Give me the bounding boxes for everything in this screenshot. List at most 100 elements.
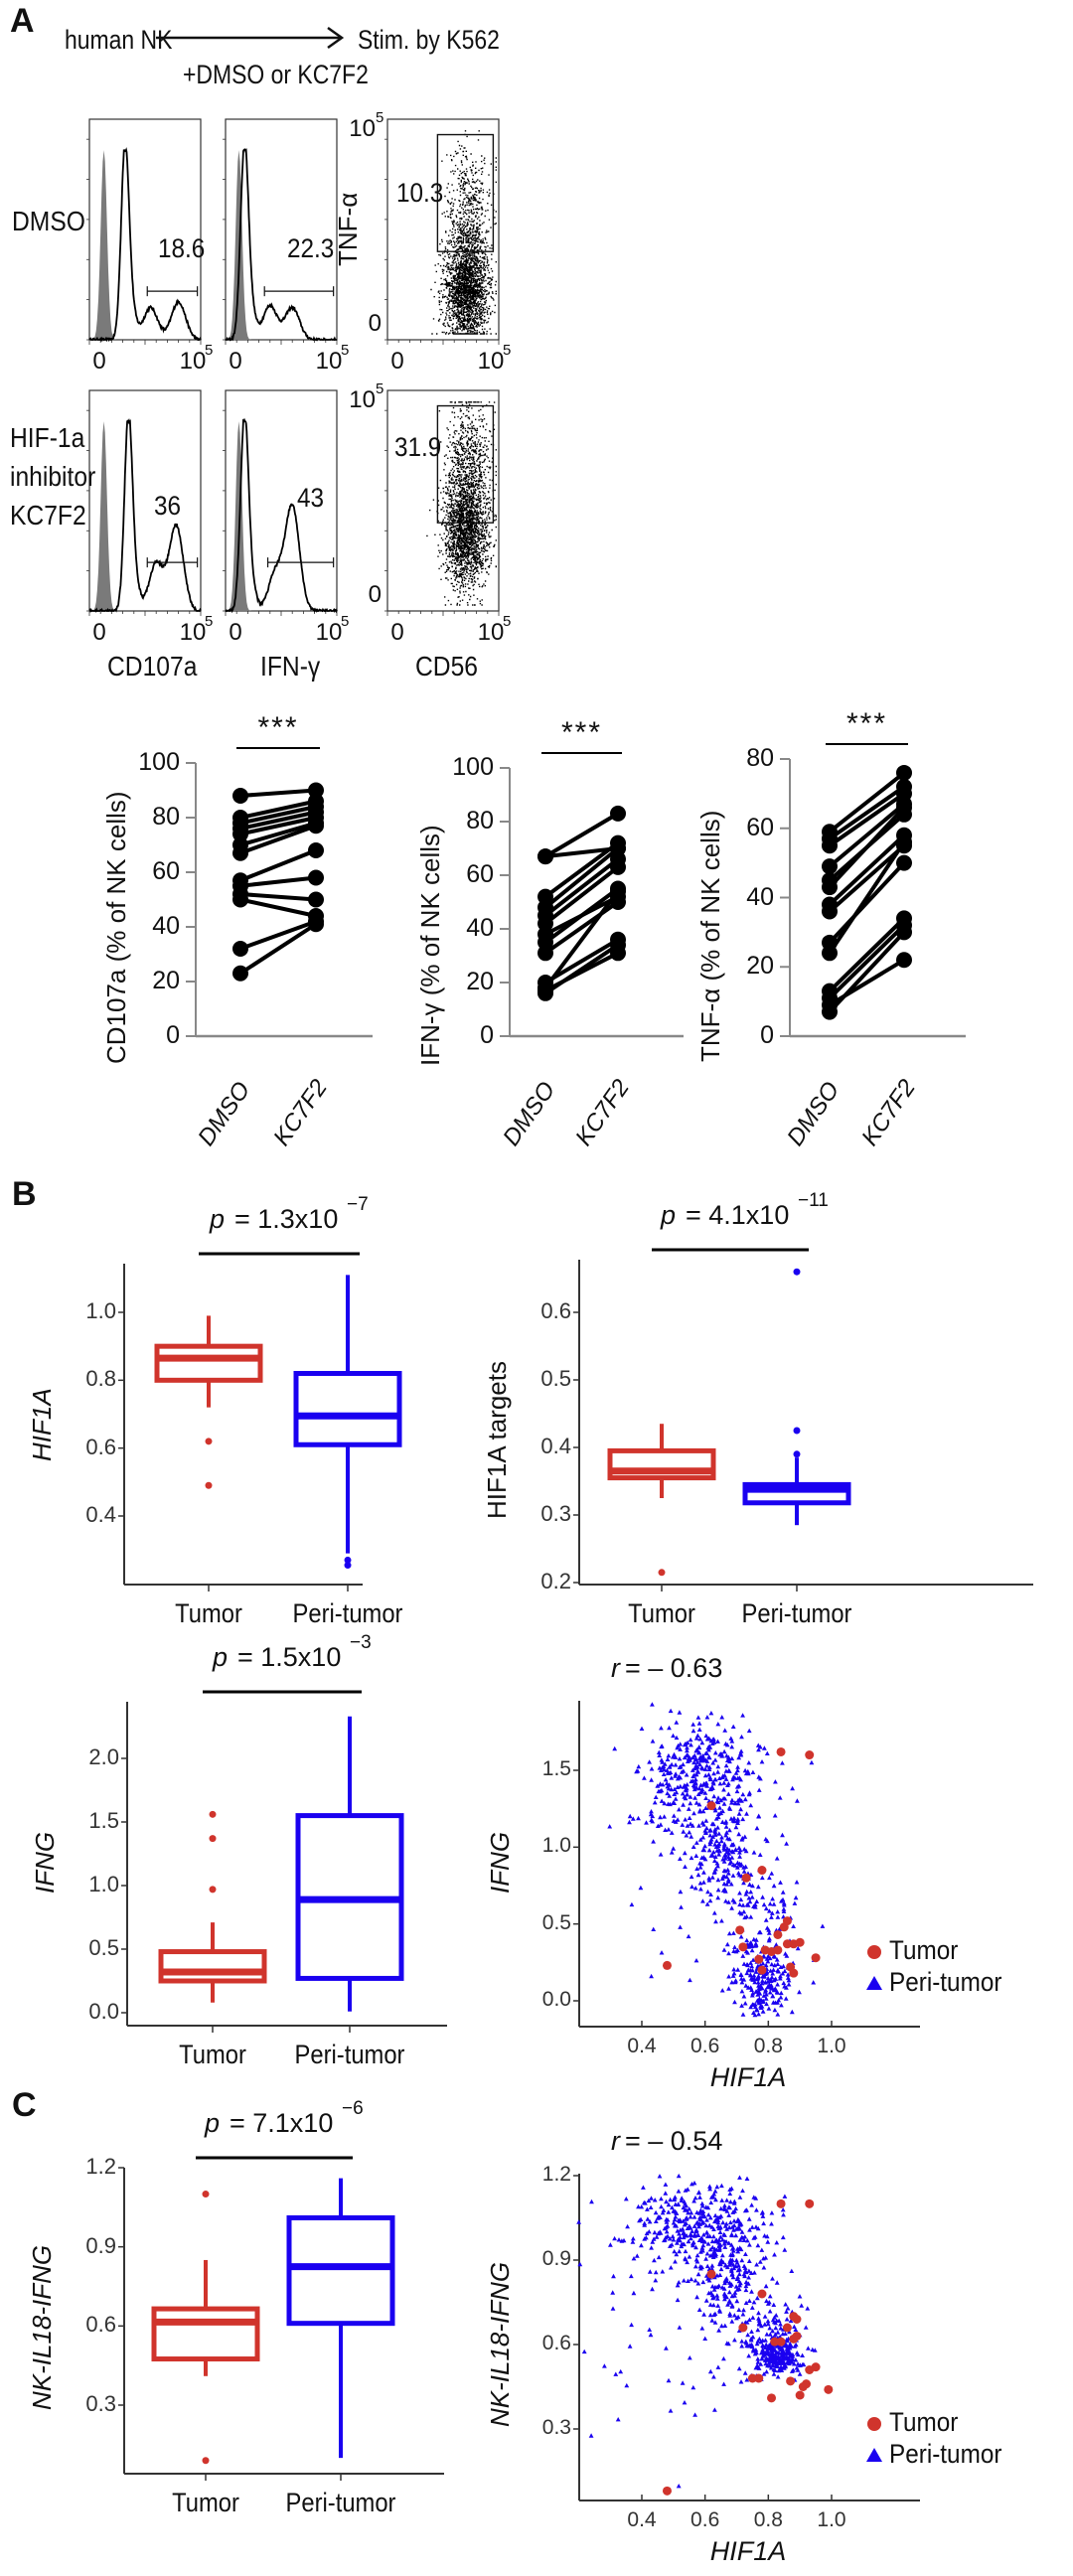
y-axis-label: HIF1A targets: [482, 1361, 512, 1519]
paired-line: [828, 958, 906, 1007]
point-kc7f2: [308, 810, 324, 826]
p-symbol: p: [213, 1642, 229, 1672]
y-tick-label: 60: [152, 857, 180, 885]
y-tick-label: 0.4: [85, 1502, 116, 1527]
x-tick-label-10: 10: [315, 619, 343, 646]
y-tick-label: 1.2: [541, 2163, 571, 2186]
panel-label-c: C: [12, 2086, 37, 2124]
x-category-label: KC7F2: [856, 1074, 921, 1151]
point-kc7f2: [896, 910, 912, 927]
y-tick-label: 20: [152, 967, 180, 994]
point-kc7f2: [896, 952, 912, 969]
point-kc7f2: [610, 850, 626, 867]
point-dmso: [537, 888, 553, 905]
point-kc7f2: [610, 880, 626, 897]
y-tick-label: 0.6: [541, 2332, 571, 2354]
box-iqr: [607, 1447, 716, 1481]
point-dmso: [822, 896, 838, 913]
paired-line: [828, 806, 906, 889]
tumor-point: [776, 2198, 786, 2208]
paired-line: [544, 894, 619, 937]
p-symbol: p: [210, 1204, 226, 1234]
paired-line: [828, 792, 906, 847]
point-kc7f2: [308, 916, 324, 933]
paired-line: [828, 802, 906, 868]
paired-line: [543, 812, 620, 858]
event-dots: [430, 130, 497, 335]
point-kc7f2: [896, 833, 912, 850]
point-kc7f2: [896, 854, 912, 871]
x-tick-label-0: 0: [92, 619, 106, 646]
point-kc7f2: [610, 840, 626, 856]
paired-plot-a-paired-tnfa: [780, 743, 966, 1038]
point-dmso: [232, 965, 248, 982]
paired-line: [239, 897, 317, 918]
legend-tumor-label: Tumor: [889, 2407, 959, 2437]
point-kc7f2: [308, 891, 324, 908]
y-tick-label: 0.0: [88, 1999, 119, 2024]
point-kc7f2: [896, 924, 912, 941]
p-value-exponent: −3: [350, 1632, 372, 1653]
sample-histogram: [225, 417, 338, 614]
point-kc7f2: [308, 869, 324, 886]
tumor-point: [811, 1953, 821, 1963]
point-dmso: [822, 1003, 838, 1020]
box-plot-b-box-ifng: [121, 1690, 447, 2033]
y-tick-label-exp: 5: [376, 109, 384, 126]
tumor-point: [767, 2393, 777, 2403]
p-value-exponent: −7: [347, 1194, 369, 1215]
tumor-point: [767, 1947, 777, 1957]
point-dmso: [537, 945, 553, 962]
tumor-point: [747, 2373, 757, 2383]
outlier-point: [793, 1450, 801, 1458]
tumor-point: [782, 1916, 792, 1926]
y-tick-label: 0.0: [541, 1988, 571, 2011]
tumor-point: [757, 2289, 767, 2299]
point-dmso: [537, 983, 553, 999]
point-dmso: [822, 879, 838, 896]
y-tick-label: 40: [152, 912, 180, 940]
paired-line: [239, 919, 317, 951]
legend-tumor-marker: [867, 2417, 881, 2431]
outlier-point: [202, 2191, 210, 2198]
legend-tumor-marker: [867, 1945, 881, 1959]
point-dmso: [232, 886, 248, 902]
paired-line: [543, 865, 620, 926]
paired-line: [544, 846, 619, 859]
paired-line: [238, 922, 318, 976]
point-dmso: [537, 848, 553, 865]
point-kc7f2: [610, 945, 626, 962]
point-kc7f2: [610, 834, 626, 851]
point-dmso: [232, 810, 248, 826]
x-tick-label-0: 0: [92, 348, 106, 375]
paired-line: [543, 938, 620, 985]
isotype-histogram: [89, 421, 201, 611]
y-tick-label-0: 0: [368, 310, 382, 337]
outlier-point: [209, 1835, 217, 1843]
x-tick-label-10: 10: [179, 619, 207, 646]
tumor-point: [773, 1945, 783, 1955]
y-tick-label-10: 10: [349, 115, 376, 142]
point-dmso: [232, 891, 248, 908]
tumor-point: [738, 2323, 748, 2333]
point-kc7f2: [308, 818, 324, 834]
tumor-point: [770, 2337, 780, 2347]
point-dmso: [822, 989, 838, 1006]
y-tick-label: 2.0: [88, 1744, 119, 1769]
tumor-point: [795, 2390, 805, 2400]
tumor-point: [754, 2373, 764, 2383]
panel-label-b: B: [12, 1175, 37, 1213]
y-tick-label: 0.4: [540, 1434, 571, 1458]
panel-label-a: A: [10, 2, 35, 40]
point-kc7f2: [610, 931, 626, 948]
x-tick-label: 0.4: [627, 2035, 657, 2057]
tumor-point: [786, 2376, 796, 2386]
x-tick-label: 1.0: [817, 2035, 846, 2057]
point-kc7f2: [896, 778, 912, 795]
y-tick-label: 80: [746, 744, 774, 772]
x-category-label: KC7F2: [268, 1074, 333, 1151]
y-tick-label: 0.5: [88, 1935, 119, 1960]
x-tick-label-exp: 5: [503, 342, 512, 359]
paired-line: [828, 771, 906, 833]
flow-plot-a-hist-cd107a-kc7f2: [86, 389, 202, 616]
